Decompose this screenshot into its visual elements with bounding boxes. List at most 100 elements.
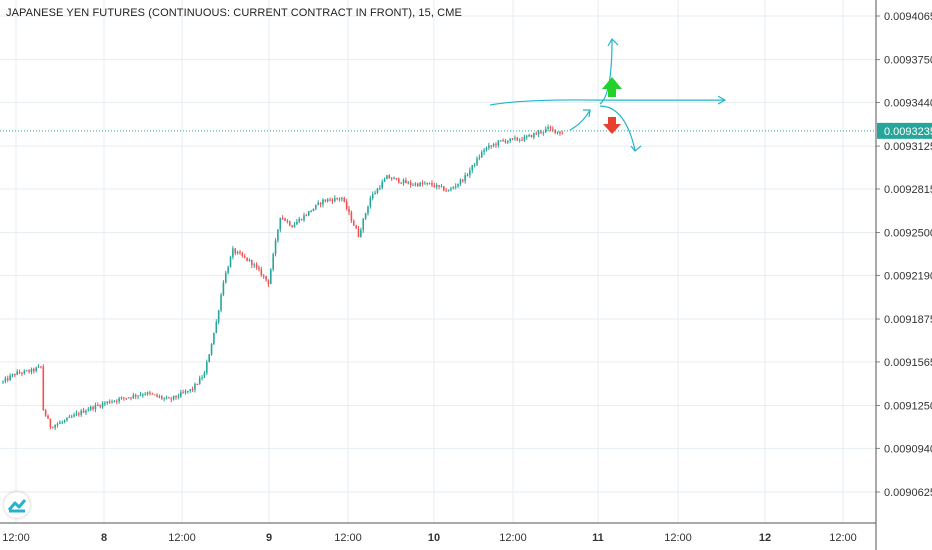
candle-body [35,367,37,372]
candle-body [426,182,429,184]
candle-body [277,229,279,241]
candle-body [473,164,476,166]
candle-body [156,394,158,397]
candle-body [331,199,334,202]
candle-body [191,389,194,391]
candle-body [499,140,502,142]
candle-body [222,282,225,295]
candle-body [561,133,564,135]
candle-body [220,294,222,311]
candle-body [492,144,495,146]
candle-body [224,272,227,283]
candle-body [556,131,559,133]
down-arrow-icon [603,117,621,134]
candle-body [457,183,459,187]
candle-body [405,180,407,184]
candle-body [324,199,327,202]
candle-body [452,187,455,189]
candle-body [407,182,410,184]
candle-body [179,392,182,397]
bearish-path-drawing[interactable] [599,105,636,151]
tradingview-logo-icon[interactable] [4,492,30,518]
candle-body [542,131,545,133]
candle-body [243,255,246,258]
candle-body [303,215,305,220]
candle-body [106,401,109,404]
candle-body [139,394,142,396]
candle-body [419,182,421,187]
candle-body [509,138,511,141]
candle-body [201,377,203,379]
candle-body [248,259,251,261]
candle-body [343,198,346,202]
candle-body [402,180,405,184]
candle-body [47,415,49,419]
candle-body [28,370,30,373]
candle-body [25,370,28,372]
candle-body [525,136,528,138]
candle-body [326,199,329,202]
x-axis-tick-label: 11 [592,532,604,544]
candle-body [535,133,538,135]
candle-body [87,409,90,411]
candle-body [352,220,355,226]
x-axis-tick-label: 12:00 [829,532,857,544]
candle-body [158,396,161,398]
candle-body [99,405,101,407]
candle-body [514,137,516,139]
x-axis-tick-label: 8 [101,532,107,544]
candle-body [480,152,483,158]
chart-title: JAPANESE YEN FUTURES (CONTINUOUS: CURREN… [6,7,462,19]
y-axis-tick-label: 0.0092500 [884,228,932,240]
candle-body [409,182,412,185]
x-axis-tick-label: 12:00 [499,532,527,544]
candle-body [241,253,244,256]
candle-body [11,374,14,376]
y-axis-tick-label: 0.0092815 [884,184,932,196]
candle-body [540,131,542,133]
candle-body [518,139,521,141]
candle-body [315,204,317,209]
candle-body [44,410,47,416]
last-price-label: 0.0093235 [884,126,932,138]
candle-body [78,413,80,415]
candle-body [189,389,192,391]
candle-body [345,201,348,209]
resistance-line-drawing[interactable] [489,99,725,106]
candle-body [61,421,64,423]
candle-body [163,398,165,400]
candle-body [421,182,424,184]
y-axis-tick-label: 0.0091565 [884,357,932,369]
candle-body [559,131,561,134]
candle-body [113,400,116,402]
candle-body [149,392,151,394]
candle-body [521,139,523,141]
candle-body [227,267,229,273]
candle-body [502,140,504,142]
candle-body [267,279,270,284]
candle-body [478,157,481,159]
candle-body [360,229,362,237]
candle-body [54,424,56,428]
candle-body [336,197,338,199]
candle-body [33,368,35,372]
candle-body [160,396,163,399]
candle-body [357,228,360,237]
y-axis-tick-label: 0.0093750 [884,55,932,67]
candle-body [464,175,466,182]
candle-body [367,206,369,214]
small-up-curve-drawing[interactable] [569,109,591,131]
candle-body [348,208,350,213]
candle-body [234,248,237,254]
candle-body [424,183,426,185]
candle-body [497,140,500,146]
candle-body [362,218,365,230]
candle-body [528,134,530,137]
candle-body [350,212,353,221]
candle-body [379,188,381,190]
candle-body [246,257,248,261]
candle-body [203,372,206,378]
candle-body [118,398,120,402]
